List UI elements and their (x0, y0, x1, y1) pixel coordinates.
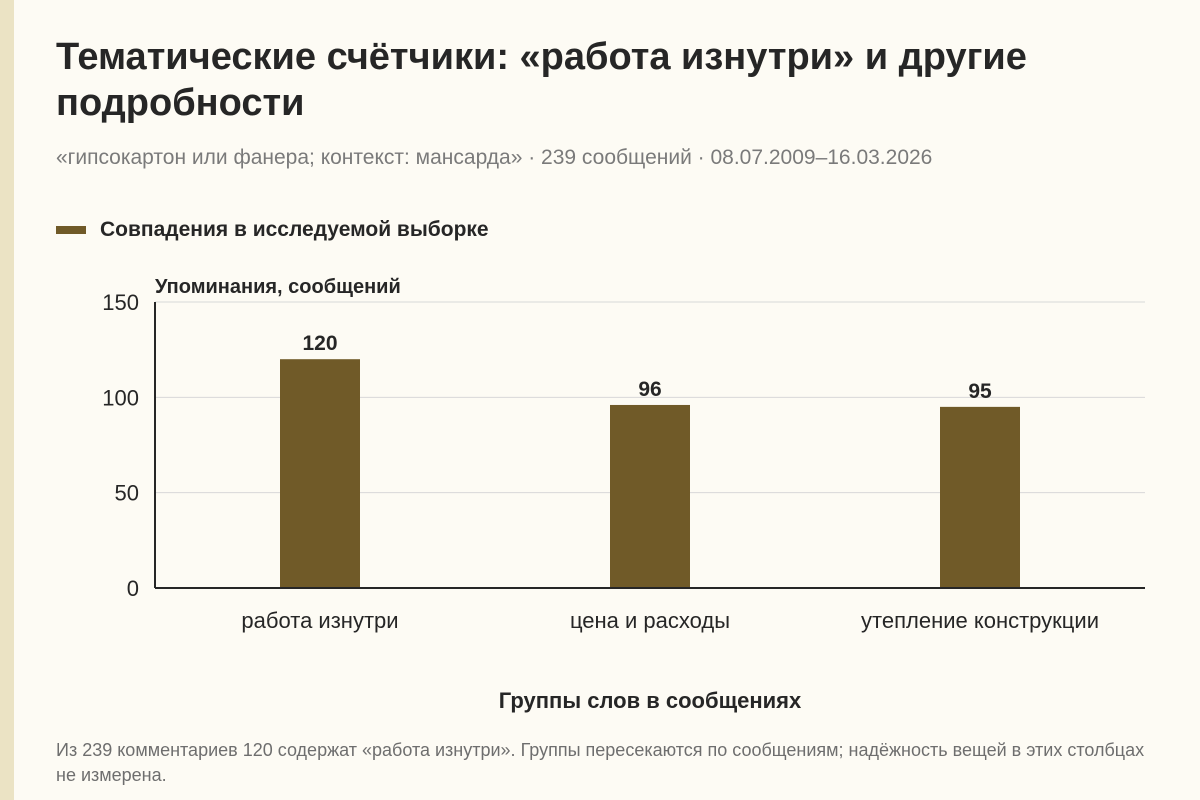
chart-title: Тематические счётчики: «работа изнутри» … (56, 36, 1027, 124)
data-label-1: 120 (302, 332, 337, 355)
legend: Совпадения в исследуемой выборке (56, 218, 489, 242)
y-tick-labels: 0 50 100 150 (102, 290, 139, 601)
y-axis-label: Упоминания, сообщений (155, 276, 401, 298)
x-tick-label-3: утепление конструкции (861, 608, 1099, 633)
x-axis-label: Группы слов в сообщениях (499, 688, 802, 713)
y-tick-label-150: 150 (102, 290, 139, 315)
x-tick-label-2: цена и расходы (570, 608, 730, 633)
data-label-3: 95 (968, 380, 992, 403)
left-accent-strip (0, 0, 14, 800)
legend-label: Совпадения в исследуемой выборке (100, 218, 489, 241)
bars (280, 359, 1020, 588)
y-tick-label-0: 0 (127, 576, 139, 601)
bar-3 (940, 406, 1020, 588)
x-tick-labels: работа изнутри цена и расходы утепление ко… (241, 608, 1099, 633)
footnote: Из 239 комментариев 120 содержат «работа… (56, 740, 1145, 785)
chart-subtitle: «гипсокартон или фанера; контекст: манса… (56, 146, 933, 169)
data-labels: 120 96 95 (302, 332, 992, 403)
bar-1 (280, 359, 360, 588)
y-tick-label-100: 100 (102, 385, 139, 410)
y-tick-label-50: 50 (115, 481, 139, 506)
legend-swatch (56, 226, 86, 234)
x-tick-label-1: работа изнутри (241, 608, 398, 633)
bar-2 (610, 404, 690, 588)
data-label-2: 96 (638, 378, 661, 401)
